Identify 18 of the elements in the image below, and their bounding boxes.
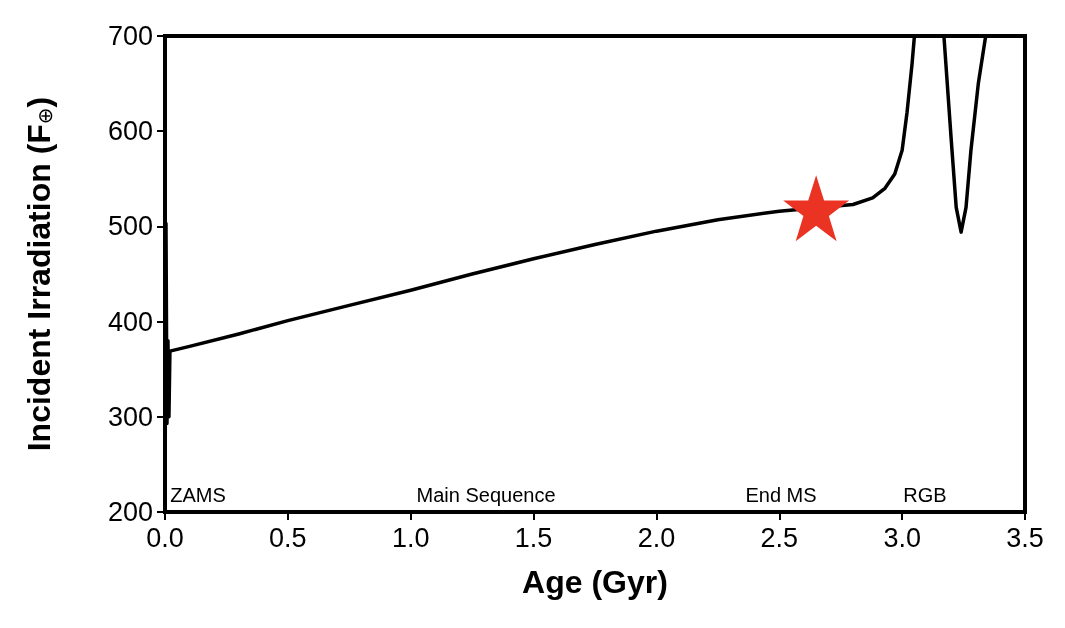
x-tick-label: 3.0	[883, 522, 921, 553]
x-tick-label: 2.0	[637, 522, 676, 553]
y-axis-title: Incident Irradiation (F⊕)	[21, 96, 57, 452]
y-tick-label: 700	[107, 21, 153, 51]
y-tick-label: 300	[107, 401, 153, 432]
x-tick-label: 1.0	[391, 522, 430, 553]
x-tick-label: 3.5	[1006, 522, 1044, 553]
annotation: Main Sequence	[416, 484, 556, 506]
annotation: ZAMS	[170, 484, 226, 506]
x-axis-title: Age (Gyr)	[522, 564, 668, 600]
annotation: End MS	[745, 484, 817, 506]
annotation: RGB	[903, 484, 947, 506]
y-tick-label: 400	[107, 306, 153, 337]
x-tick-label: 0.5	[269, 522, 307, 553]
y-tick-label: 600	[107, 116, 153, 147]
y-tick-label: 500	[107, 211, 153, 242]
x-tick-label: 2.5	[760, 522, 799, 553]
x-tick-label: 1.5	[514, 522, 553, 553]
